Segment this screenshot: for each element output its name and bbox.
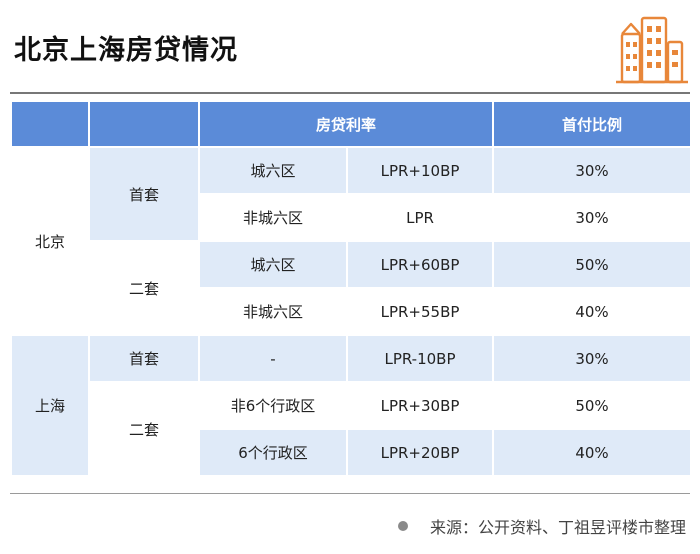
home-type-cell: 首套 bbox=[88, 146, 200, 242]
bullet-dot-icon bbox=[397, 521, 408, 531]
header-city bbox=[10, 100, 90, 148]
source-text: 来源：公开资料、丁祖昱评楼市整理 bbox=[429, 518, 686, 537]
mortgage-table: 房贷利率 首付比例 北京 首套 城六区 LPR+10BP 30% 非城六区 LP… bbox=[10, 100, 693, 477]
table-row: 二套 非6个行政区 LPR+30BP 50% bbox=[11, 381, 693, 477]
area-cell: 城六区 bbox=[198, 240, 348, 289]
table-row: 非城六区 LPR 30% bbox=[11, 193, 693, 242]
table-header-row: 房贷利率 首付比例 bbox=[10, 100, 693, 148]
source-note: 来源：公开资料、丁祖昱评楼市整理 bbox=[397, 514, 686, 538]
bottom-divider bbox=[10, 493, 690, 494]
home-type-cell: 首套 bbox=[88, 334, 200, 383]
area-cell: - bbox=[198, 334, 348, 383]
city-buildings-icon bbox=[616, 16, 688, 84]
header-rate: 房贷利率 bbox=[197, 100, 495, 148]
area-cell: 6个行政区 bbox=[198, 428, 348, 477]
city-cell: 北京 bbox=[10, 146, 90, 336]
page-title: 北京上海房贷情况 bbox=[14, 35, 238, 66]
down-payment-cell: 50% bbox=[492, 381, 693, 430]
table-row: 二套 城六区 LPR+60BP 50% bbox=[11, 240, 693, 336]
rate-cell: LPR+60BP bbox=[345, 240, 495, 289]
top-divider bbox=[10, 92, 690, 94]
rate-cell: LPR bbox=[345, 193, 495, 242]
down-payment-cell: 30% bbox=[492, 334, 693, 383]
rate-cell: LPR+55BP bbox=[345, 287, 495, 336]
home-type-cell: 二套 bbox=[88, 240, 200, 336]
down-payment-cell: 50% bbox=[492, 240, 693, 289]
area-cell: 非城六区 bbox=[198, 287, 348, 336]
header-type bbox=[88, 100, 200, 148]
down-payment-cell: 30% bbox=[492, 193, 693, 242]
rate-cell: LPR+30BP bbox=[345, 381, 495, 430]
table-row: 北京 首套 城六区 LPR+10BP 30% bbox=[10, 146, 693, 336]
area-cell: 非6个行政区 bbox=[198, 381, 348, 430]
header-down-payment: 首付比例 bbox=[492, 100, 693, 148]
area-cell: 城六区 bbox=[198, 146, 348, 195]
table-row: 非城六区 LPR+55BP 40% bbox=[11, 287, 693, 336]
city-cell: 上海 bbox=[10, 334, 90, 477]
down-payment-cell: 40% bbox=[492, 428, 693, 477]
area-cell: 非城六区 bbox=[198, 193, 348, 242]
rate-cell: LPR+10BP bbox=[345, 146, 495, 195]
table-row: 上海 首套 - LPR-10BP 30% bbox=[10, 334, 693, 477]
rate-cell: LPR+20BP bbox=[345, 428, 495, 477]
home-type-cell: 二套 bbox=[88, 381, 200, 477]
down-payment-cell: 30% bbox=[492, 146, 693, 195]
table-row: 6个行政区 LPR+20BP 40% bbox=[11, 428, 693, 477]
rate-cell: LPR-10BP bbox=[345, 334, 495, 383]
down-payment-cell: 40% bbox=[492, 287, 693, 336]
